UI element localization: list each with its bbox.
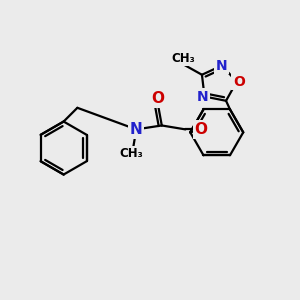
Text: O: O [194,122,208,137]
Text: N: N [216,58,228,73]
Text: O: O [233,75,244,89]
Text: O: O [152,92,164,106]
Text: N: N [130,122,142,137]
Text: N: N [197,89,208,103]
Text: CH₃: CH₃ [171,52,195,65]
Text: CH₃: CH₃ [119,147,143,161]
